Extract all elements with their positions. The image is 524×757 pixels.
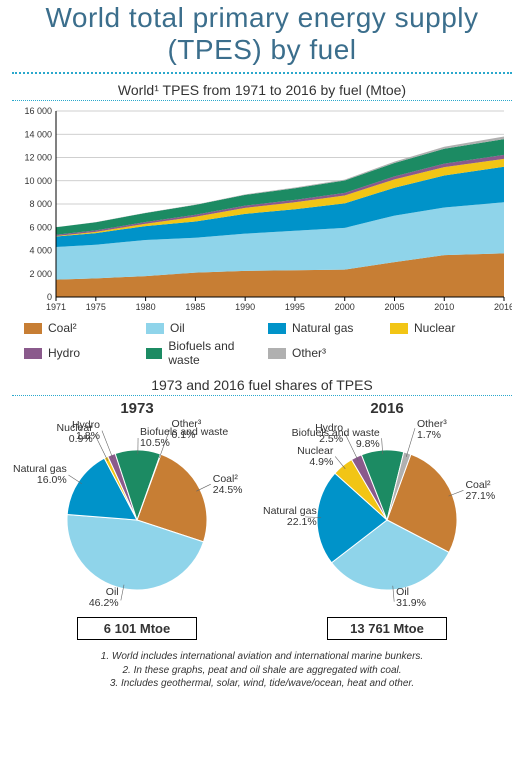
svg-text:1975: 1975 (86, 302, 106, 312)
pies-subtitle: 1973 and 2016 fuel shares of TPES (12, 377, 512, 393)
pie-1973-year: 1973 (13, 400, 261, 417)
pie-label-hydro: Hydro1.8% (72, 420, 100, 442)
area-chart: 0 2 000 4 000 6 000 8 000 10 000 12 000 14 000 1… (12, 105, 512, 315)
svg-text:10 000: 10 000 (24, 176, 52, 186)
pie-label-other: Other³1.7% (417, 419, 447, 441)
chart-legend: Coal² Oil Natural gas Nuclear Hydro Biofuels … (12, 315, 512, 377)
divider-top (12, 72, 512, 74)
pie-2016-col: 2016 Coal²27.1%Oil31.9%Natural gas22.1%N… (263, 400, 511, 640)
swatch-biofuels (146, 348, 162, 359)
page-title: World total primary energy supply (TPES)… (12, 2, 512, 66)
legend-label-natural_gas: Natural gas (292, 321, 353, 335)
footnote-3: 3. Includes geothermal, solar, wind, tid… (12, 677, 512, 691)
svg-text:1971: 1971 (46, 302, 66, 312)
swatch-oil (146, 323, 164, 334)
svg-text:1995: 1995 (285, 302, 305, 312)
pie-2016-year: 2016 (263, 400, 511, 417)
svg-text:14 000: 14 000 (24, 130, 52, 140)
pie-label-other: Other³0.1% (172, 419, 202, 441)
pie-2016-total: 13 761 Mtoe (327, 617, 447, 640)
legend-item-natural_gas: Natural gas (268, 321, 382, 335)
legend-label-oil: Oil (170, 321, 185, 335)
footnotes: 1. World includes international aviation… (12, 650, 512, 691)
area-chart-subtitle: World¹ TPES from 1971 to 2016 by fuel (M… (12, 82, 512, 98)
svg-text:6 000: 6 000 (29, 223, 52, 233)
svg-text:2000: 2000 (335, 302, 355, 312)
swatch-nuclear (390, 323, 408, 334)
svg-text:8 000: 8 000 (29, 199, 52, 209)
legend-label-nuclear: Nuclear (414, 321, 455, 335)
pie-label-oil: Oil46.2% (89, 587, 119, 609)
svg-text:0: 0 (47, 292, 52, 302)
swatch-natural_gas (268, 323, 286, 334)
legend-item-oil: Oil (146, 321, 260, 335)
legend-label-other: Other³ (292, 346, 326, 360)
swatch-coal (24, 323, 42, 334)
pie-label-coal: Coal²27.1% (465, 480, 495, 502)
legend-label-biofuels: Biofuels and waste (168, 339, 260, 367)
pie-label-natural_gas: Natural gas22.1% (263, 506, 317, 528)
legend-label-hydro: Hydro (48, 346, 80, 360)
footnote-1: 1. World includes international aviation… (12, 650, 512, 664)
legend-label-coal: Coal² (48, 321, 77, 335)
pie-label-natural_gas: Natural gas16.0% (13, 464, 67, 486)
svg-text:16 000: 16 000 (24, 106, 52, 116)
divider-under-sub2 (12, 395, 512, 396)
svg-text:4 000: 4 000 (29, 246, 52, 256)
svg-text:1990: 1990 (235, 302, 255, 312)
svg-text:2005: 2005 (384, 302, 404, 312)
footnote-2: 2. In these graphs, peat and oil shale a… (12, 664, 512, 678)
pie-1973-col: 1973 Coal²24.5%Oil46.2%Natural gas16.0%N… (13, 400, 261, 640)
swatch-hydro (24, 348, 42, 359)
svg-text:2010: 2010 (434, 302, 454, 312)
legend-item-biofuels: Biofuels and waste (146, 339, 260, 367)
legend-item-hydro: Hydro (24, 339, 138, 367)
svg-text:2016: 2016 (494, 302, 512, 312)
pies-row: 1973 Coal²24.5% Oil46.2% Natural gas16.0% N… (12, 400, 512, 640)
divider-under-sub1 (12, 100, 512, 101)
svg-text:12 000: 12 000 (24, 153, 52, 163)
svg-text:2 000: 2 000 (29, 269, 52, 279)
pie-label-biofuels: Biofuels and waste9.8% (292, 428, 380, 450)
swatch-other (268, 348, 286, 359)
svg-text:1980: 1980 (136, 302, 156, 312)
pie-label-oil: Oil31.9% (396, 587, 426, 609)
legend-item-nuclear: Nuclear (390, 321, 504, 335)
pie-1973-total: 6 101 Mtoe (77, 617, 197, 640)
svg-text:1985: 1985 (185, 302, 205, 312)
legend-item-other: Other³ (268, 339, 382, 367)
pie-label-coal: Coal²24.5% (213, 474, 243, 496)
legend-item-coal: Coal² (24, 321, 138, 335)
